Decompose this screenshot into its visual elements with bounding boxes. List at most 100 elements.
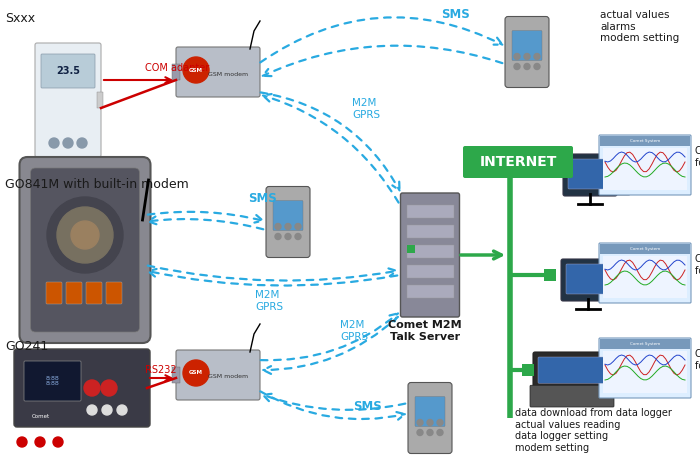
Circle shape — [285, 223, 291, 229]
Circle shape — [77, 138, 87, 148]
Bar — [603, 351, 687, 393]
Text: Comet M2M
Talk Server: Comet M2M Talk Server — [389, 320, 462, 342]
Text: SMS: SMS — [440, 8, 470, 21]
FancyBboxPatch shape — [566, 264, 610, 294]
Bar — [407, 265, 454, 278]
Text: M2M
GPRS: M2M GPRS — [352, 98, 380, 120]
Circle shape — [427, 420, 433, 425]
Circle shape — [417, 430, 423, 435]
Bar — [407, 285, 454, 298]
Text: SMS: SMS — [248, 192, 276, 205]
FancyBboxPatch shape — [568, 159, 612, 189]
Circle shape — [437, 430, 443, 435]
FancyBboxPatch shape — [176, 47, 260, 97]
FancyBboxPatch shape — [35, 43, 101, 157]
FancyBboxPatch shape — [505, 16, 549, 87]
FancyBboxPatch shape — [599, 338, 691, 398]
Bar — [407, 245, 454, 258]
FancyBboxPatch shape — [533, 352, 611, 388]
FancyBboxPatch shape — [599, 135, 691, 195]
Circle shape — [117, 405, 127, 415]
Circle shape — [295, 233, 301, 239]
Circle shape — [417, 420, 423, 425]
FancyBboxPatch shape — [273, 201, 303, 231]
FancyBboxPatch shape — [561, 259, 615, 301]
Bar — [97, 92, 103, 108]
Circle shape — [101, 380, 117, 396]
FancyBboxPatch shape — [610, 158, 630, 195]
Text: GSM: GSM — [189, 370, 203, 375]
Bar — [407, 225, 454, 238]
FancyBboxPatch shape — [512, 30, 542, 61]
FancyBboxPatch shape — [400, 193, 459, 317]
Circle shape — [514, 54, 520, 60]
Circle shape — [183, 360, 209, 386]
Text: SMS: SMS — [354, 400, 382, 413]
Bar — [407, 205, 454, 218]
Text: Sxxx: Sxxx — [5, 12, 35, 25]
Bar — [600, 339, 690, 349]
Circle shape — [102, 405, 112, 415]
Bar — [546, 159, 558, 171]
FancyBboxPatch shape — [408, 383, 452, 454]
FancyBboxPatch shape — [176, 350, 260, 400]
FancyBboxPatch shape — [563, 154, 617, 196]
Bar — [172, 64, 180, 80]
Bar — [544, 269, 556, 281]
Bar — [172, 367, 180, 383]
Text: Comet System: Comet System — [630, 342, 660, 346]
Text: M2M
GPRS: M2M GPRS — [340, 320, 368, 342]
Circle shape — [183, 57, 209, 83]
Circle shape — [47, 197, 123, 273]
FancyBboxPatch shape — [66, 282, 82, 304]
Text: 8:88
8:88: 8:88 8:88 — [46, 375, 60, 386]
Bar — [600, 136, 690, 146]
FancyBboxPatch shape — [31, 168, 139, 332]
Circle shape — [534, 64, 540, 70]
Text: INTERNET: INTERNET — [480, 155, 556, 169]
FancyBboxPatch shape — [41, 54, 95, 88]
Circle shape — [35, 437, 45, 447]
FancyBboxPatch shape — [14, 349, 150, 427]
Circle shape — [84, 380, 100, 396]
Bar — [600, 244, 690, 254]
Text: Comet System: Comet System — [630, 247, 660, 251]
Text: COM adapter: COM adapter — [145, 63, 209, 73]
Text: Comet: Comet — [32, 414, 50, 419]
Bar — [407, 245, 414, 253]
Circle shape — [427, 430, 433, 435]
Text: GSM modem: GSM modem — [208, 374, 248, 379]
FancyBboxPatch shape — [20, 157, 150, 343]
Circle shape — [514, 64, 520, 70]
Bar — [603, 148, 687, 190]
FancyBboxPatch shape — [24, 361, 81, 401]
Circle shape — [275, 233, 281, 239]
FancyBboxPatch shape — [538, 357, 606, 383]
Circle shape — [295, 223, 301, 229]
Circle shape — [524, 54, 530, 60]
Circle shape — [71, 221, 99, 249]
FancyBboxPatch shape — [608, 263, 628, 300]
Text: data download from data logger
actual values reading
data logger setting
modem s: data download from data logger actual va… — [515, 408, 672, 453]
Text: GSM: GSM — [189, 67, 203, 72]
Circle shape — [49, 138, 59, 148]
Bar — [522, 364, 534, 376]
Text: actual values
alarms
modem setting: actual values alarms modem setting — [600, 10, 679, 43]
FancyBboxPatch shape — [415, 396, 445, 426]
Circle shape — [53, 437, 63, 447]
Text: RS232: RS232 — [145, 365, 176, 375]
FancyBboxPatch shape — [530, 385, 614, 407]
FancyBboxPatch shape — [86, 282, 102, 304]
Circle shape — [437, 420, 443, 425]
Text: Comet System: Comet System — [630, 139, 660, 143]
Circle shape — [534, 54, 540, 60]
Text: Comet program
for data logger: Comet program for data logger — [695, 349, 700, 371]
Circle shape — [524, 64, 530, 70]
FancyBboxPatch shape — [106, 282, 122, 304]
Text: Comet program
for data logger: Comet program for data logger — [695, 146, 700, 168]
FancyBboxPatch shape — [46, 282, 62, 304]
Circle shape — [17, 437, 27, 447]
Circle shape — [87, 405, 97, 415]
FancyBboxPatch shape — [463, 146, 573, 178]
Text: 23.5: 23.5 — [56, 66, 80, 76]
